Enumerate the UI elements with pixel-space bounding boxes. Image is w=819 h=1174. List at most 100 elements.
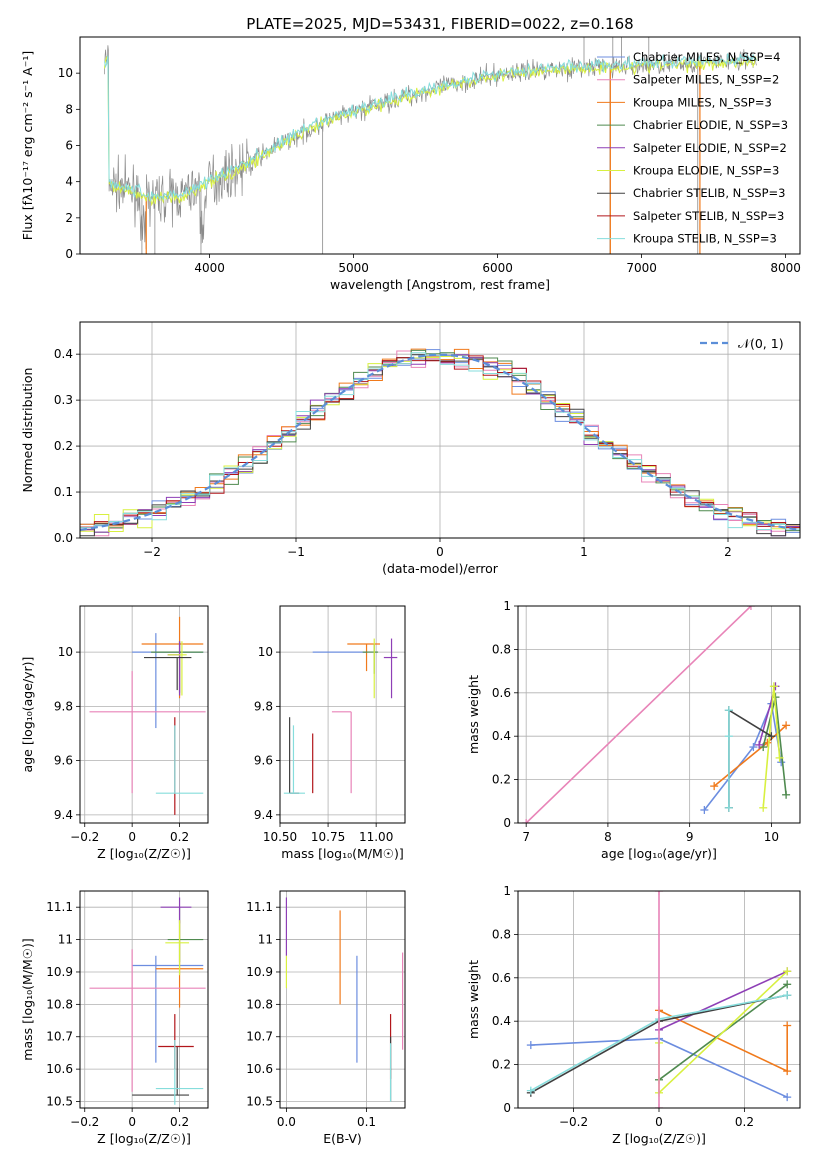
tick-label-x: 8000 <box>770 261 801 275</box>
data-point-marker <box>783 991 792 1000</box>
tick-label-y: 0.2 <box>492 773 511 787</box>
data-point-marker <box>783 967 792 976</box>
tick-label-x: 0 <box>128 830 136 844</box>
massweight-vs-Z-lines <box>526 891 792 1108</box>
legend-label: Chabrier STELIB, N_SSP=3 <box>633 186 785 200</box>
tick-label-y: 9.8 <box>254 699 273 713</box>
tick-label-y: 0.1 <box>54 485 73 499</box>
x-axis-label: Z [log₁₀(Z/Z☉)] <box>612 1131 706 1146</box>
x-axis-label: age [log₁₀(age/yr)] <box>601 846 717 861</box>
tick-label-y: 10 <box>58 645 73 659</box>
tick-label-y: 0.8 <box>492 927 511 941</box>
tick-label-y: 9.4 <box>54 808 73 822</box>
data-point-marker <box>655 1104 663 1108</box>
spectrum-model-line <box>104 53 757 202</box>
tick-label-y: 0.3 <box>54 393 73 407</box>
data-point-marker <box>724 803 733 812</box>
spectrum-lines <box>104 37 757 254</box>
series-line <box>525 606 752 823</box>
spectrum-axes: 4000 5000 6000 7000 8000 0 2 4 6 8 10 wavelength [A… <box>20 51 801 292</box>
data-point-marker <box>749 743 758 752</box>
y-axis-label: mass weight <box>466 675 481 754</box>
data-point-marker <box>724 732 733 741</box>
residual-legend: 𝒩(0, 1) <box>700 336 784 351</box>
mass-vs-Z-axes: −0.2 0 0.2 10.5 10.6 10.7 10.8 10.9 11 11.1 Z [log… <box>20 891 208 1146</box>
tick-label-y: 6 <box>65 139 73 153</box>
tick-label-y: 11.1 <box>46 900 73 914</box>
tick-label-x: 10.75 <box>311 830 345 844</box>
figure-title: PLATE=2025, MJD=53431, FIBERID=0022, z=0… <box>246 15 633 33</box>
tick-label-y: 0.2 <box>54 439 73 453</box>
tick-label-x: 0.1 <box>357 1115 376 1129</box>
x-axis-label: E(B-V) <box>323 1131 362 1146</box>
y-axis-label: mass weight <box>466 960 481 1039</box>
legend-label: Kroupa STELIB, N_SSP=3 <box>633 232 777 246</box>
tick-label-x: −1 <box>287 545 305 559</box>
data-point-marker <box>767 732 776 741</box>
series-line <box>713 724 787 787</box>
legend-label: Kroupa MILES, N_SSP=3 <box>633 95 772 109</box>
tick-label-y: 4 <box>65 175 73 189</box>
y-axis-label: mass [log₁₀(M/M☉)] <box>20 938 35 1060</box>
tick-label-y: 10 <box>258 645 273 659</box>
tick-label-y: 10.6 <box>46 1062 73 1076</box>
data-point-marker <box>769 682 778 691</box>
tick-label-x: −0.2 <box>70 1115 99 1129</box>
tick-label-y: 11.1 <box>246 900 273 914</box>
tick-label-y: 1 <box>503 884 511 898</box>
tick-label-y: 10.9 <box>246 965 273 979</box>
tick-label-y: 0.8 <box>492 642 511 656</box>
tick-label-x: 6000 <box>482 261 513 275</box>
data-point-marker <box>783 1021 792 1030</box>
tick-label-y: 0.4 <box>492 729 511 743</box>
tick-label-y: 10 <box>58 66 73 80</box>
legend-label: Kroupa ELODIE, N_SSP=3 <box>633 164 779 178</box>
tick-label-y: 0 <box>503 816 511 830</box>
x-axis-label: wavelength [Angstrom, rest frame] <box>330 277 550 292</box>
massweight-vs-age-axes: 7 8 9 10 0 0.2 0.4 0.6 0.8 1 age [log₁₀(age/yr)] ma… <box>466 599 800 861</box>
residuals-frame <box>79 321 801 539</box>
legend-label: Salpeter MILES, N_SSP=2 <box>633 73 779 87</box>
tick-label-y: 2 <box>65 211 73 225</box>
normal-curve <box>80 353 800 531</box>
series-line <box>762 696 787 795</box>
age-vs-mass-errorbars <box>283 638 398 794</box>
x-axis-label: (data-model)/error <box>382 561 499 576</box>
x-axis-label: Z [log₁₀(Z/Z☉)] <box>97 1131 191 1146</box>
legend-label: Salpeter ELODIE, N_SSP=2 <box>633 141 787 155</box>
tick-label-x: −0.2 <box>559 1115 588 1129</box>
series-line <box>658 970 788 1031</box>
tick-label-x: 11.00 <box>359 830 393 844</box>
age-vs-Z-errorbars <box>89 616 206 815</box>
tick-label-x: 0.0 <box>277 1115 296 1129</box>
tick-label-y: 9.4 <box>254 808 273 822</box>
y-axis-label: age [log₁₀(age/yr)] <box>20 657 35 773</box>
tick-label-y: 10.5 <box>46 1095 73 1109</box>
tick-label-y: 0.4 <box>492 1014 511 1028</box>
y-axis-label: Flux [fλ10⁻¹⁷ erg cm⁻² s⁻¹ A⁻¹] <box>20 51 35 240</box>
series-line <box>658 970 788 1095</box>
tick-label-x: 0 <box>128 1115 136 1129</box>
data-point-marker <box>783 980 792 989</box>
tick-label-x: 9 <box>686 830 694 844</box>
x-axis-label: Z [log₁₀(Z/Z☉)] <box>97 846 191 861</box>
tick-label-y: 8 <box>65 102 73 116</box>
massweight-vs-age-frame <box>517 605 801 824</box>
tick-label-y: 1 <box>503 599 511 613</box>
tick-label-x: 10 <box>764 830 779 844</box>
tick-label-y: 9.8 <box>54 699 73 713</box>
spectrum-legend: Chabrier MILES, N_SSP=4 Salpeter MILES, N… <box>597 50 788 246</box>
data-point-marker <box>782 721 791 730</box>
tick-label-y: 10.8 <box>46 997 73 1011</box>
data-point-marker <box>759 803 768 812</box>
legend-label: Chabrier MILES, N_SSP=4 <box>633 50 780 64</box>
spectrum-frame <box>79 36 801 255</box>
tick-label-x: 0.2 <box>170 830 189 844</box>
tick-label-y: 0.2 <box>492 1058 511 1072</box>
tick-label-x: 1 <box>580 545 588 559</box>
tick-label-y: 10.6 <box>246 1062 273 1076</box>
massweight-vs-Z-frame <box>517 890 801 1109</box>
tick-label-y: 11 <box>258 933 273 947</box>
